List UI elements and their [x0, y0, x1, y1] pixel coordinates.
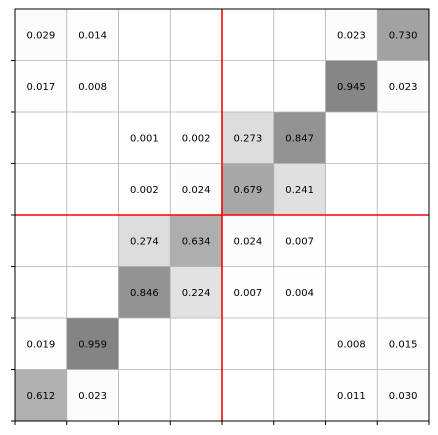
- heatmap-cell: [377, 318, 429, 370]
- heatmap-cell: [66, 60, 119, 112]
- cell-value-label: 0.024: [234, 236, 263, 247]
- heatmap-cell: [118, 112, 171, 164]
- cell-value-label: 0.015: [389, 339, 418, 350]
- cell-value-label: 0.273: [234, 133, 263, 144]
- cell-value-label: 0.002: [182, 133, 211, 144]
- cell-value-label: 0.001: [130, 133, 159, 144]
- cell-value-label: 0.959: [78, 339, 107, 350]
- cell-value-label: 0.008: [78, 82, 107, 93]
- cell-value-label: 0.224: [182, 288, 211, 299]
- cell-value-label: 0.023: [389, 82, 418, 93]
- heatmap-cell: [325, 60, 378, 112]
- heatmap-cell: [118, 163, 171, 215]
- heatmap-cell: [325, 318, 378, 370]
- heatmap-cell: [222, 266, 274, 318]
- cell-value-label: 0.730: [389, 30, 418, 41]
- cell-value-label: 0.029: [27, 30, 56, 41]
- cell-value-label: 0.002: [130, 185, 159, 196]
- cell-value-label: 0.011: [337, 391, 366, 402]
- heatmap-cell: [325, 369, 378, 421]
- cell-value-label: 0.008: [337, 339, 366, 350]
- heatmap-cell: [273, 215, 326, 267]
- heatmap-cell: [170, 112, 222, 164]
- cell-value-label: 0.241: [285, 185, 314, 196]
- cell-value-label: 0.023: [78, 391, 107, 402]
- heatmap-cell: [273, 163, 326, 215]
- heatmap-cell: [222, 163, 274, 215]
- heatmap-cell: [66, 318, 119, 370]
- heatmap-cell: [377, 369, 429, 421]
- heatmap-cell: [66, 9, 119, 61]
- heatmap-cell: [273, 266, 326, 318]
- heatmap-cell: [222, 215, 274, 267]
- heatmap-cell: [170, 215, 222, 267]
- heatmap-cell: [170, 266, 222, 318]
- cell-value-label: 0.004: [285, 288, 314, 299]
- cell-value-label: 0.019: [27, 339, 56, 350]
- heatmap-cell: [118, 215, 171, 267]
- cell-value-label: 0.847: [285, 133, 314, 144]
- cell-value-label: 0.274: [130, 236, 159, 247]
- cell-value-label: 0.634: [182, 236, 211, 247]
- cell-value-label: 0.014: [78, 30, 107, 41]
- heatmap-cell: [15, 369, 67, 421]
- heatmap-cell: [222, 112, 274, 164]
- heatmap-cell: [15, 9, 67, 61]
- heatmap-cell: [15, 60, 67, 112]
- heatmap-cell: [377, 60, 429, 112]
- cell-value-label: 0.007: [234, 288, 263, 299]
- cell-value-label: 0.679: [234, 185, 263, 196]
- cell-value-label: 0.612: [27, 391, 56, 402]
- cell-value-label: 0.030: [389, 391, 418, 402]
- heatmap-cell: [118, 266, 171, 318]
- cell-value-label: 0.017: [27, 82, 56, 93]
- heatmap-cell: [273, 112, 326, 164]
- cell-value-label: 0.846: [130, 288, 159, 299]
- heatmap-cell: [377, 9, 429, 61]
- cell-value-label: 0.945: [337, 82, 366, 93]
- heatmap-cell: [170, 163, 222, 215]
- cell-value-label: 0.024: [182, 185, 211, 196]
- heatmap-cell: [325, 9, 378, 61]
- cell-value-label: 0.023: [337, 30, 366, 41]
- heatmap-cell: [66, 369, 119, 421]
- cell-value-label: 0.007: [285, 236, 314, 247]
- heatmap-cell: [15, 318, 67, 370]
